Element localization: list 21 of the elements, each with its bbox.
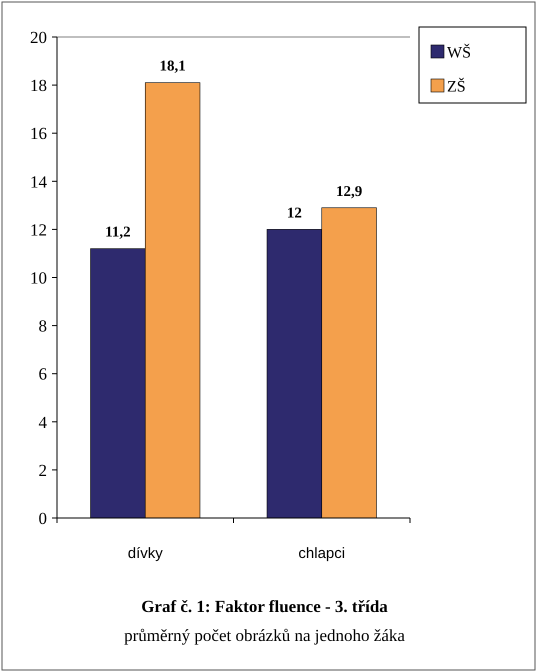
data-label: 18,1 [159, 58, 186, 75]
data-label: 11,2 [105, 224, 131, 241]
y-tick-label: 16 [30, 124, 47, 144]
legend-label: WŠ [447, 44, 471, 62]
y-tick-label: 20 [30, 28, 47, 47]
y-tick-label: 4 [38, 412, 48, 432]
text: průměrný počet obrázků na jednoho žáka [124, 626, 406, 645]
text: Graf č. 1: Faktor fluence - 3. třída [141, 597, 388, 616]
y-tick-label: 18 [30, 76, 47, 96]
legend-label: ZŠ [447, 78, 466, 96]
y-tick-label: 2 [38, 460, 47, 480]
y-tick-label: 14 [30, 172, 48, 192]
y-tick-label: 10 [30, 268, 47, 288]
y-tick-label: 0 [38, 508, 47, 528]
x-tick-label: chlapci [298, 545, 346, 562]
x-tick-label: dívky [128, 545, 164, 562]
data-label: 12,9 [336, 184, 362, 200]
y-tick-label: 8 [38, 316, 47, 336]
data-label: 12 [286, 205, 302, 222]
y-tick-label: 6 [38, 364, 47, 384]
y-tick-label: 12 [30, 220, 47, 240]
